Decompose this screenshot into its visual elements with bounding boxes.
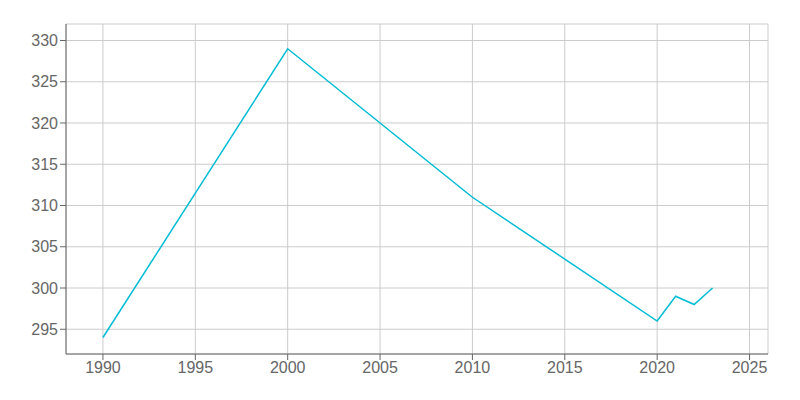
svg-text:2015: 2015 (547, 359, 583, 376)
svg-text:2000: 2000 (270, 359, 306, 376)
svg-text:305: 305 (31, 238, 58, 255)
svg-text:2005: 2005 (362, 359, 398, 376)
svg-text:1995: 1995 (178, 359, 214, 376)
svg-text:325: 325 (31, 73, 58, 90)
svg-text:2020: 2020 (639, 359, 675, 376)
svg-text:315: 315 (31, 156, 58, 173)
svg-text:2025: 2025 (732, 359, 768, 376)
svg-text:330: 330 (31, 32, 58, 49)
svg-text:310: 310 (31, 197, 58, 214)
svg-text:1990: 1990 (85, 359, 121, 376)
svg-text:320: 320 (31, 115, 58, 132)
svg-text:300: 300 (31, 280, 58, 297)
svg-text:2010: 2010 (455, 359, 491, 376)
svg-text:295: 295 (31, 321, 58, 338)
